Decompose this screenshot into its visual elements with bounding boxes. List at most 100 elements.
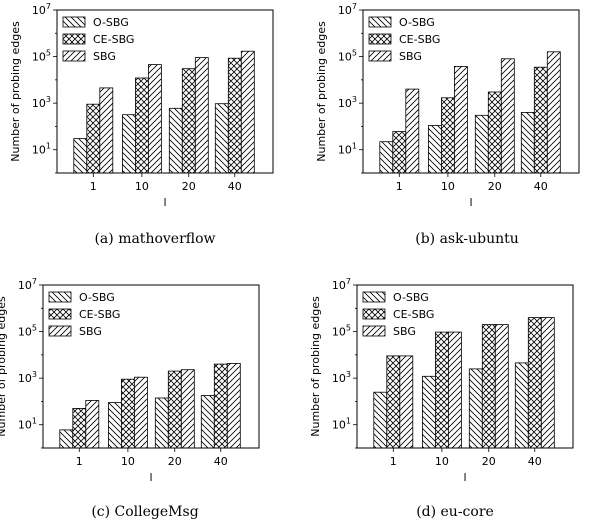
legend-swatch-ce-sbg [368, 33, 392, 45]
bar-o-sbg-40 [200, 395, 215, 449]
bar-sbg-20 [194, 57, 209, 174]
legend-label-sbg: SBG [93, 50, 116, 63]
y-tick-label: 103 [332, 370, 351, 385]
bar-sbg-10 [453, 66, 468, 174]
bar-o-sbg-10 [122, 114, 136, 174]
chart-panel-3: 1 10 20 40 101 103 105 107 Number of probing edg… [0, 277, 260, 520]
bar-ce-sbg-1 [86, 103, 101, 174]
legend-swatch-o-sbg [48, 291, 72, 303]
x-tick-label: 1 [90, 180, 97, 193]
subfigure-caption: (b) ask-ubuntu [415, 231, 519, 247]
x-axis-label: l [163, 196, 166, 209]
legend-swatch-sbg [362, 325, 386, 337]
bar-ce-sbg-1 [392, 131, 407, 174]
bar-ce-sbg-10 [121, 378, 135, 449]
x-tick-label: 20 [182, 180, 196, 193]
bar-ce-sbg-20 [181, 68, 196, 174]
bar-ce-sbg-10 [440, 97, 455, 174]
bar-sbg-1 [399, 355, 414, 449]
x-tick-label: 20 [488, 180, 502, 193]
legend-label-o-sbg: O-SBG [393, 291, 429, 304]
legend-label-sbg: SBG [79, 325, 102, 338]
x-tick-label: 20 [482, 455, 496, 468]
y-tick-label: 107 [332, 277, 351, 292]
bar-sbg-10 [147, 64, 162, 174]
bar-o-sbg-20 [474, 114, 489, 174]
x-tick-label: 40 [228, 180, 242, 193]
subfigure-caption: (d) eu-core [416, 504, 494, 520]
y-tick-label: 107 [32, 2, 51, 17]
bar-sbg-10 [133, 376, 148, 449]
bar-ce-sbg-1 [72, 407, 87, 449]
x-axis-label: l [463, 471, 466, 484]
bar-o-sbg-20 [468, 368, 483, 449]
subfigure-caption: (c) CollegeMsg [91, 504, 198, 520]
x-tick-label: 40 [534, 180, 548, 193]
y-tick-label: 105 [338, 49, 357, 64]
legend-swatch-sbg [368, 50, 392, 62]
x-tick-label: 1 [396, 180, 403, 193]
y-axis-label: Number of probing edges [0, 296, 8, 437]
bar-ce-sbg-10 [134, 77, 149, 174]
legend-label-o-sbg: O-SBG [79, 291, 115, 304]
y-tick-label: 101 [332, 417, 351, 432]
bar-o-sbg-40 [214, 103, 229, 174]
legend-swatch-o-sbg [368, 16, 392, 28]
bar-o-sbg-10 [421, 375, 436, 449]
bar-ce-sbg-1 [386, 355, 401, 449]
bar-sbg-1 [99, 87, 114, 174]
bar-sbg-10 [447, 331, 462, 449]
bar-sbg-1 [85, 400, 100, 449]
chart-panel-2: 1 10 20 40 101 103 105 107 Number of probing edg… [315, 2, 580, 247]
legend-label-sbg: SBG [399, 50, 422, 63]
legend-swatch-sbg [62, 50, 86, 62]
legend-label-ce-sbg: CE-SBG [399, 33, 440, 46]
axes-frame [56, 9, 274, 174]
bar-ce-sbg-40 [213, 363, 228, 449]
bar-o-sbg-10 [108, 402, 122, 449]
legend-swatch-ce-sbg [362, 308, 386, 320]
chart-panel-1: 1 10 20 40 101 103 105 107 Number of probing edg… [9, 2, 274, 247]
x-tick-label: 10 [121, 455, 135, 468]
legend-label-o-sbg: O-SBG [93, 16, 129, 29]
axes-frame [356, 284, 574, 449]
x-tick-label: 10 [435, 455, 449, 468]
legend-label-ce-sbg: CE-SBG [93, 33, 134, 46]
y-tick-label: 103 [18, 370, 37, 385]
bar-o-sbg-1 [373, 391, 388, 449]
bar-o-sbg-1 [59, 429, 74, 449]
y-tick-label: 101 [32, 142, 51, 157]
legend-label-sbg: SBG [393, 325, 416, 338]
legend-label-o-sbg: O-SBG [399, 16, 435, 29]
bar-o-sbg-40 [520, 112, 535, 174]
y-tick-label: 101 [338, 142, 357, 157]
chart-panel-4: 1 10 20 40 101 103 105 107 Number of probing edg… [309, 277, 574, 520]
x-tick-label: 1 [76, 455, 83, 468]
legend-label-ce-sbg: CE-SBG [79, 308, 120, 321]
bar-o-sbg-20 [154, 397, 169, 449]
x-tick-label: 10 [135, 180, 149, 193]
y-tick-label: 101 [18, 417, 37, 432]
bar-sbg-40 [546, 51, 561, 174]
bar-sbg-20 [500, 58, 515, 174]
bar-sbg-20 [180, 369, 195, 449]
bar-o-sbg-1 [379, 141, 394, 174]
y-tick-label: 105 [32, 49, 51, 64]
bar-o-sbg-10 [427, 125, 442, 174]
y-tick-label: 105 [332, 324, 351, 339]
bar-o-sbg-40 [514, 362, 529, 449]
bar-ce-sbg-20 [487, 91, 502, 174]
y-axis-label: Number of probing edges [309, 296, 322, 437]
bar-ce-sbg-20 [481, 324, 496, 449]
x-tick-label: 10 [441, 180, 455, 193]
bar-ce-sbg-40 [533, 66, 548, 174]
bar-ce-sbg-40 [227, 57, 242, 174]
y-tick-label: 105 [18, 324, 37, 339]
bar-ce-sbg-40 [527, 317, 542, 449]
y-tick-label: 107 [338, 2, 357, 17]
bar-sbg-40 [226, 362, 241, 449]
x-tick-label: 1 [390, 455, 397, 468]
x-tick-label: 40 [528, 455, 542, 468]
y-tick-label: 103 [32, 95, 51, 110]
